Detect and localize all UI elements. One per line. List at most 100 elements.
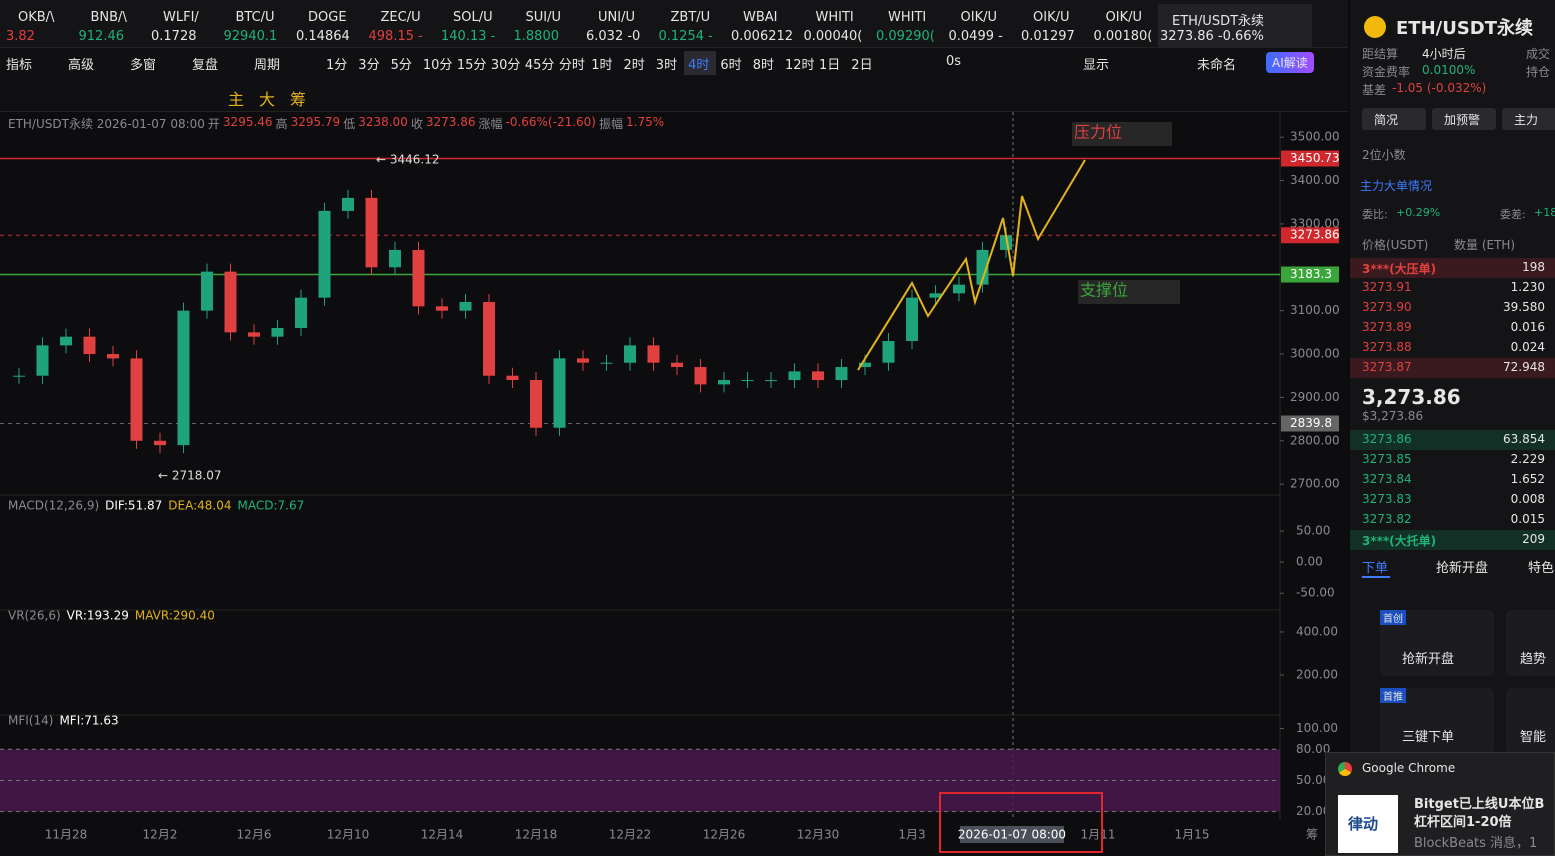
price: 3***(大托单) bbox=[1362, 534, 1437, 548]
ticker-name[interactable]: OIK/U bbox=[1105, 10, 1143, 25]
period[interactable]: 30分 bbox=[490, 58, 521, 73]
ratio: +18 bbox=[1534, 206, 1555, 219]
period[interactable]: 1分 bbox=[326, 58, 348, 73]
period[interactable]: 15分 bbox=[456, 58, 487, 73]
ticker-price[interactable]: 0.006212 bbox=[731, 29, 794, 44]
period[interactable]: 1时 bbox=[591, 58, 613, 73]
ticker-name[interactable]: WHITI bbox=[888, 10, 927, 25]
ticker-price[interactable]: 498.15 - bbox=[368, 29, 423, 44]
period[interactable]: 12时 bbox=[785, 58, 815, 73]
tool[interactable]: 主 bbox=[228, 90, 245, 109]
period[interactable]: 10分 bbox=[422, 58, 453, 73]
ticker-price[interactable]: 92940.1 bbox=[223, 29, 278, 44]
ticker-name[interactable]: WBAI bbox=[743, 10, 778, 25]
ticker-price[interactable]: 3.82 bbox=[6, 29, 35, 44]
toolbar-item[interactable]: 指标 bbox=[6, 58, 33, 73]
tab[interactable]: 特色 bbox=[1528, 561, 1555, 576]
indicator-label: MACD:7.67 bbox=[238, 499, 305, 513]
app-icon bbox=[1338, 762, 1352, 776]
ratio: 委比: bbox=[1362, 208, 1388, 221]
candle bbox=[271, 328, 284, 337]
ticker-price[interactable]: 6.032 -0 bbox=[586, 29, 641, 44]
period[interactable]: 8时 bbox=[752, 58, 774, 73]
period[interactable]: 2日 bbox=[851, 58, 873, 73]
ticker-price[interactable]: 0.0499 - bbox=[948, 29, 1003, 44]
toolbar-item[interactable]: 显示 bbox=[1083, 58, 1110, 73]
ticker-name[interactable]: OIK/U bbox=[1033, 10, 1070, 25]
card[interactable] bbox=[1506, 610, 1555, 676]
toolbar-item[interactable]: 未命名 bbox=[1197, 58, 1237, 73]
ticker-price[interactable]: 0.1254 - bbox=[658, 29, 713, 44]
ticker-price[interactable]: 0.1728 bbox=[151, 29, 197, 44]
card-title[interactable]: 三键下单 bbox=[1402, 730, 1455, 745]
button[interactable]: 简况 bbox=[1362, 108, 1426, 130]
size: 39.580 bbox=[1503, 300, 1545, 314]
ticker-name[interactable]: UNI/U bbox=[598, 10, 635, 25]
toolbar-item[interactable]: 周期 bbox=[254, 58, 281, 73]
tool[interactable]: 大 bbox=[259, 90, 276, 109]
candle bbox=[694, 367, 707, 385]
period[interactable]: 分时 bbox=[558, 58, 585, 73]
ticker-name[interactable]: OIK/U bbox=[960, 10, 998, 25]
ticker-price[interactable]: 0.01297 bbox=[1021, 29, 1075, 44]
toolbar-item[interactable]: 高级 bbox=[68, 58, 95, 73]
period[interactable]: 3分 bbox=[358, 58, 380, 73]
big-orders[interactable]: 主力大单情况 bbox=[1360, 179, 1433, 193]
candle bbox=[600, 362, 613, 364]
ticker-price[interactable]: 0.09290( bbox=[876, 29, 935, 44]
ticker-price[interactable]: 0.00180( bbox=[1093, 29, 1153, 44]
ticker-name[interactable]: SUI/U bbox=[525, 10, 562, 25]
toolbar-item[interactable]: 多窗 bbox=[130, 58, 157, 73]
ticker-price[interactable]: 0.00040( bbox=[803, 29, 863, 44]
period[interactable]: 5分 bbox=[390, 58, 412, 73]
period[interactable]: 3时 bbox=[655, 58, 678, 73]
ticker-name[interactable]: DOGE bbox=[308, 10, 347, 25]
period[interactable]: 45分 bbox=[524, 58, 555, 73]
ticker-price[interactable]: 1.8800 bbox=[513, 29, 560, 44]
toolbar-item[interactable]: 0s bbox=[946, 54, 962, 69]
button[interactable]: 主力 bbox=[1502, 108, 1555, 130]
ticker-price[interactable]: 140.13 - bbox=[441, 29, 496, 44]
button[interactable]: 加预警 bbox=[1432, 108, 1496, 130]
toolbar-item[interactable]: AI解读 bbox=[1266, 52, 1314, 73]
ticker-name[interactable]: OKB/\ bbox=[18, 10, 55, 25]
card[interactable] bbox=[1506, 688, 1555, 754]
candle bbox=[130, 358, 143, 441]
x-tick-label: 11月28 bbox=[45, 828, 88, 842]
candle bbox=[741, 380, 754, 382]
candle bbox=[459, 301, 472, 311]
price: 3273.91 bbox=[1362, 280, 1412, 294]
tool[interactable]: 筹 bbox=[290, 90, 307, 109]
ticker-name[interactable]: BTC/U bbox=[235, 10, 275, 25]
x-tick-label: 1月3 bbox=[898, 828, 925, 842]
period[interactable]: 6时 bbox=[720, 58, 742, 73]
toolbar-item[interactable]: 复盘 bbox=[192, 58, 219, 73]
candle bbox=[859, 362, 871, 368]
price-tag: 3183.3 bbox=[1290, 267, 1332, 281]
ticker-name[interactable]: ETH/USDT永续 bbox=[1172, 14, 1265, 29]
period[interactable]: 4时 bbox=[688, 58, 710, 73]
ticker-name[interactable]: WHITI bbox=[815, 10, 854, 25]
period[interactable]: 2时 bbox=[623, 58, 645, 73]
period[interactable]: 1日 bbox=[819, 58, 841, 73]
ticker-price[interactable]: 0.14864 bbox=[296, 29, 350, 44]
ticker-name[interactable]: ZBT/U bbox=[670, 10, 711, 25]
card-title[interactable]: 抢新开盘 bbox=[1402, 652, 1455, 667]
info-text: ETH/USDT永续 2026-01-07 08:00 bbox=[8, 117, 205, 131]
tab[interactable]: 下单 bbox=[1362, 561, 1389, 576]
ticker-price[interactable]: 3273.86 -0.66% bbox=[1160, 29, 1264, 44]
ticker-name[interactable]: WLFI/ bbox=[163, 10, 199, 25]
x-tick-label: 12月10 bbox=[327, 828, 370, 842]
header: 数量 (ETH) bbox=[1454, 238, 1516, 252]
card-title[interactable]: 趋势 bbox=[1520, 652, 1547, 667]
ticker-name[interactable]: BNB/\ bbox=[90, 10, 127, 25]
tab[interactable]: 抢新开盘 bbox=[1436, 561, 1489, 576]
ticker-name[interactable]: SOL/U bbox=[453, 10, 493, 25]
ticker-name[interactable]: ZEC/U bbox=[380, 10, 421, 25]
decimals[interactable]: 2位小数 bbox=[1362, 148, 1406, 162]
size: 0.016 bbox=[1510, 320, 1545, 334]
card-title[interactable]: 智能 bbox=[1520, 730, 1547, 745]
notification[interactable]: Google Chrome 律动 Bitget已上线U本位B 杠杆区间1-20倍 Blo… bbox=[1325, 752, 1555, 856]
drawing-tools: 主大筹 bbox=[0, 78, 1348, 112]
ticker-price[interactable]: 912.46 bbox=[78, 29, 125, 44]
